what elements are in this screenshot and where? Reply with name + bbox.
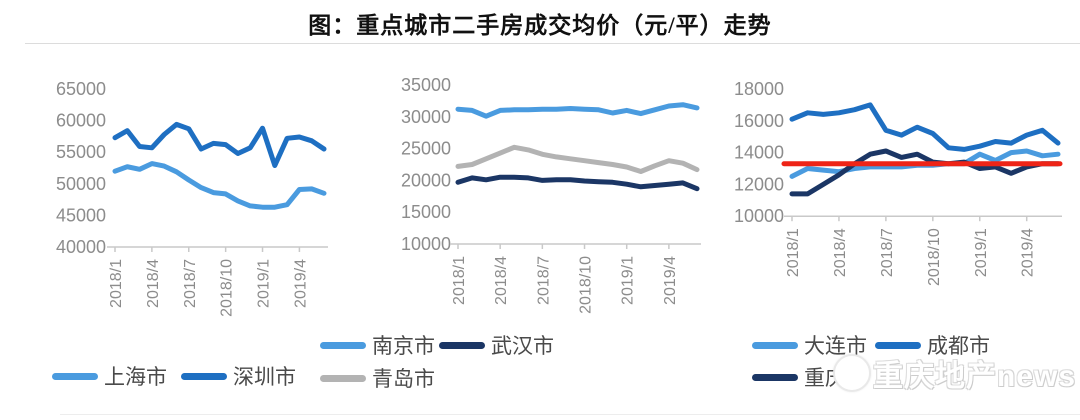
x-tick-label: 2018/10 — [219, 259, 236, 317]
watermark: 重庆地产news — [833, 351, 1076, 395]
y-tick-label: 18000 — [734, 79, 784, 99]
x-tick-label: 2019/1 — [256, 259, 273, 308]
series-line-南京市 — [455, 102, 700, 119]
y-tick-label: 50000 — [56, 174, 106, 194]
legend-label-shenzhen: 深圳市 — [233, 366, 296, 389]
x-tick-label: 2018/10 — [578, 256, 595, 314]
y-tick-label: 12000 — [734, 174, 784, 194]
x-tick-label: 2018/7 — [182, 259, 199, 308]
legend-chart3-row1: 大连市 成都市 — [752, 330, 1004, 360]
y-tick-label: 60000 — [56, 111, 106, 131]
title-divider-line — [25, 43, 1080, 44]
wuhan-line-swatch-icon — [439, 341, 485, 349]
y-tick-label: 10000 — [734, 206, 784, 226]
y-tick-label: 14000 — [734, 143, 784, 163]
x-tick-label: 2019/1 — [973, 228, 990, 277]
x-tick-label: 2018/7 — [535, 256, 552, 305]
shenzhen-line-swatch-icon — [181, 372, 227, 380]
y-tick-label: 55000 — [56, 142, 106, 162]
watermark-badge-icon — [833, 354, 871, 392]
x-tick-label: 2019/4 — [1020, 228, 1037, 277]
legend-item-chengdu: 成都市 — [875, 330, 990, 360]
x-tick-label: 2018/4 — [493, 256, 510, 305]
x-tick-label: 2018/1 — [451, 256, 468, 305]
y-tick-label: 25000 — [401, 139, 451, 159]
series-line-武汉市 — [455, 174, 700, 192]
y-tick-label: 16000 — [734, 111, 784, 131]
y-tick-label: 35000 — [401, 75, 451, 95]
legend-chart2-row1: 南京市 武汉市 — [320, 330, 558, 360]
bottom-divider-line — [60, 414, 1080, 415]
y-tick-label: 30000 — [401, 107, 451, 127]
legend-item-wuhan: 武汉市 — [439, 330, 554, 360]
series-line-上海市 — [112, 161, 327, 210]
x-tick-label: 2019/4 — [662, 256, 679, 305]
x-tick-label: 2019/1 — [620, 256, 637, 305]
y-tick-label: 15000 — [401, 202, 451, 222]
legend-item-shanghai: 上海市 — [52, 361, 167, 391]
x-tick-label: 2018/10 — [926, 228, 943, 286]
x-tick-label: 2018/7 — [879, 228, 896, 277]
x-tick-label: 2019/4 — [292, 259, 309, 308]
series-line-深圳市 — [112, 121, 327, 168]
legend-label-nanjing: 南京市 — [372, 335, 435, 358]
series-line-成都市 — [789, 102, 1061, 152]
x-tick-label: 2018/1 — [785, 228, 802, 277]
legend-chart1: 上海市 深圳市 — [52, 361, 310, 391]
legend-item-dalian: 大连市 — [752, 330, 867, 360]
chongqing-line-swatch-icon — [752, 373, 798, 381]
x-tick-label: 2018/4 — [832, 228, 849, 277]
qingdao-line-swatch-icon — [320, 374, 366, 382]
shanghai-line-swatch-icon — [52, 372, 98, 380]
legend-label-shanghai: 上海市 — [104, 366, 167, 389]
legend-chart2-row2: 青岛市 — [320, 363, 449, 393]
y-tick-label: 45000 — [56, 205, 106, 225]
legend-item-qingdao: 青岛市 — [320, 363, 435, 393]
y-tick-label: 40000 — [56, 237, 106, 257]
series-line-重庆市 — [789, 148, 1061, 197]
chengdu-line-swatch-icon — [875, 341, 921, 349]
legend-item-nanjing: 南京市 — [320, 330, 435, 360]
watermark-text: 重庆地产news — [873, 360, 1077, 393]
y-tick-label: 10000 — [401, 234, 451, 254]
y-tick-label: 65000 — [56, 79, 106, 99]
chart-title: 图：重点城市二手房成交均价（元/平）走势 — [308, 13, 772, 38]
x-tick-label: 2018/4 — [145, 259, 162, 308]
dalian-line-swatch-icon — [752, 341, 798, 349]
nanjing-line-swatch-icon — [320, 341, 366, 349]
x-tick-label: 2018/1 — [108, 259, 125, 308]
legend-label-dalian: 大连市 — [804, 335, 867, 358]
y-tick-label: 20000 — [401, 170, 451, 190]
legend-item-shenzhen: 深圳市 — [181, 361, 296, 391]
series-line-青岛市 — [455, 144, 700, 174]
legend-label-chengdu: 成都市 — [927, 335, 990, 358]
legend-label-wuhan: 武汉市 — [491, 335, 554, 358]
legend-label-qingdao: 青岛市 — [372, 368, 435, 391]
